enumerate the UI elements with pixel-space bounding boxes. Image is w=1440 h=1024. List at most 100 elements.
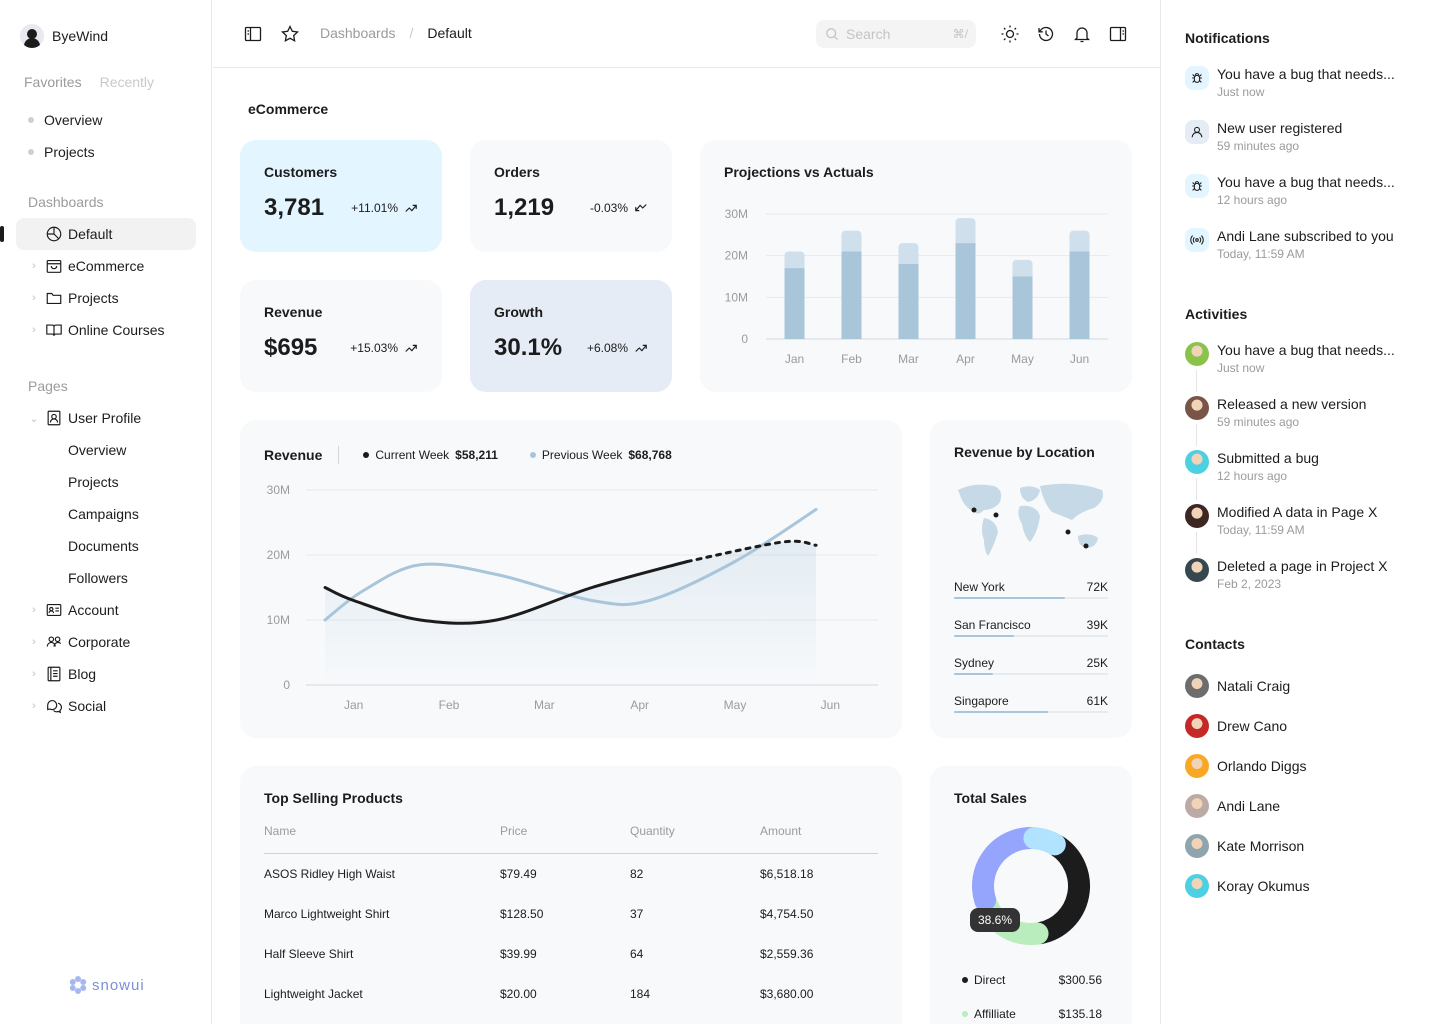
actual-bar[interactable] xyxy=(1069,251,1090,340)
kpi-change: +6.08% xyxy=(587,341,648,355)
location-item[interactable]: Sydney 25K xyxy=(954,656,1108,694)
sidebar-item-user-profile[interactable]: ⌄ User Profile xyxy=(16,402,196,434)
actual-bar[interactable] xyxy=(1012,276,1033,340)
trend-down-icon xyxy=(635,204,647,212)
column-header-quantity[interactable]: Quantity xyxy=(630,824,675,838)
breadcrumb-dashboards[interactable]: Dashboards xyxy=(320,25,396,41)
kpi-label: Revenue xyxy=(264,304,323,320)
section-title-dashboards: Dashboards xyxy=(28,194,104,210)
sidebar-item-corporate[interactable]: › Corporate xyxy=(16,626,196,658)
contact-item[interactable]: Andi Lane xyxy=(1185,794,1280,818)
table-row[interactable]: ASOS Ridley High Waist $79.49 82 $6,518.18 xyxy=(264,854,878,894)
actual-bar[interactable] xyxy=(898,264,919,339)
sidebar-item-account[interactable]: › Account xyxy=(16,594,196,626)
y-tick-label: 10M xyxy=(725,290,748,304)
id-badge-icon xyxy=(44,408,64,428)
legend-dot xyxy=(962,1011,968,1017)
location-item[interactable]: New York 72K xyxy=(954,580,1108,618)
sidebar-subitem-overview[interactable]: Overview xyxy=(68,442,127,458)
sidebar-subitem-projects[interactable]: Projects xyxy=(68,474,119,490)
location-pin-icon[interactable] xyxy=(993,512,999,518)
notification-item[interactable]: New user registered 59 minutes ago xyxy=(1185,120,1425,153)
donut-slice-e-mail[interactable] xyxy=(1023,827,1066,856)
actual-bar[interactable] xyxy=(841,251,862,340)
location-pin-icon[interactable] xyxy=(971,507,977,513)
current-week-line[interactable] xyxy=(323,560,689,625)
table-row[interactable]: Half Sleeve Shirt $39.99 64 $2,559.36 xyxy=(264,934,878,974)
location-bar-track xyxy=(954,673,1108,675)
sidebar-item-social[interactable]: › Social xyxy=(16,690,196,722)
tab-recently[interactable]: Recently xyxy=(99,74,155,90)
x-tick-label: Apr xyxy=(956,352,975,366)
x-tick-label: Jan xyxy=(785,352,804,366)
activity-time: Just now xyxy=(1217,361,1265,375)
folder-icon xyxy=(44,288,64,308)
contact-item[interactable]: Kate Morrison xyxy=(1185,834,1304,858)
search-input[interactable] xyxy=(846,26,946,42)
location-item[interactable]: Singapore 61K xyxy=(954,694,1108,732)
avatar xyxy=(1185,834,1209,858)
star-icon[interactable] xyxy=(278,22,302,46)
sidebar-item-online-courses[interactable]: › Online Courses xyxy=(16,314,196,346)
brand[interactable]: ByeWind xyxy=(20,24,108,48)
donut-slice-sponsored[interactable] xyxy=(972,827,1043,911)
activity-time: 59 minutes ago xyxy=(1217,415,1300,429)
kpi-card-orders[interactable]: Orders 1,219 -0.03% xyxy=(470,140,672,252)
table-row[interactable]: Marco Lightweight Shirt $128.50 37 $4,754.5… xyxy=(264,894,878,934)
search-box[interactable]: ⌘/ xyxy=(816,20,976,48)
column-header-price[interactable]: Price xyxy=(500,824,528,838)
contact-item[interactable]: Koray Okumus xyxy=(1185,874,1310,898)
current-week-forecast-line[interactable] xyxy=(685,539,818,563)
x-tick-label: May xyxy=(1011,352,1034,366)
column-header-amount[interactable]: Amount xyxy=(760,824,802,838)
sidebar-item-label: User Profile xyxy=(68,410,142,426)
actual-bar[interactable] xyxy=(955,243,976,339)
sidebar-item-blog[interactable]: › Blog xyxy=(16,658,196,690)
activity-item[interactable]: Submitted a bug 12 hours ago xyxy=(1185,450,1425,483)
favorite-item-projects[interactable]: Projects xyxy=(28,136,102,168)
notification-text: You have a bug that needs... xyxy=(1217,174,1395,190)
notification-item[interactable]: Andi Lane subscribed to you Today, 11:59 … xyxy=(1185,228,1425,261)
donut-slice-direct[interactable] xyxy=(1029,834,1090,945)
kpi-card-revenue[interactable]: Revenue $695 +15.03% xyxy=(240,280,442,392)
table-row[interactable]: Lightweight Jacket $20.00 184 $3,680.00 xyxy=(264,974,878,1014)
favorite-item-overview[interactable]: Overview xyxy=(28,104,102,136)
actual-bar[interactable] xyxy=(784,268,805,339)
activity-item[interactable]: You have a bug that needs... Just now xyxy=(1185,342,1425,375)
kpi-card-customers[interactable]: Customers 3,781 +11.01% xyxy=(240,140,442,252)
location-item[interactable]: San Francisco 39K xyxy=(954,618,1108,656)
tab-favorites[interactable]: Favorites xyxy=(24,74,82,90)
sidebar-item-default[interactable]: Default xyxy=(0,218,196,250)
bell-icon[interactable] xyxy=(1070,22,1094,46)
notification-item[interactable]: You have a bug that needs... 12 hours ago xyxy=(1185,174,1425,207)
column-header-name[interactable]: Name xyxy=(264,824,297,838)
sidebar-toggle-icon[interactable] xyxy=(241,22,265,46)
sun-icon[interactable] xyxy=(998,22,1022,46)
location-pin-icon[interactable] xyxy=(1065,529,1071,535)
activity-text: Released a new version xyxy=(1217,396,1367,412)
sidebar-subitem-documents[interactable]: Documents xyxy=(68,538,139,554)
sidebar-item-projects[interactable]: › Projects xyxy=(16,282,196,314)
activity-item[interactable]: Modified A data in Page X Today, 11:59 AM xyxy=(1185,504,1425,537)
sidebar-subitem-followers[interactable]: Followers xyxy=(68,570,128,586)
sales-legend-item: Affilliate $135.18 xyxy=(962,997,1102,1024)
location-city: Singapore xyxy=(954,694,1009,708)
contact-item[interactable]: Orlando Diggs xyxy=(1185,754,1307,778)
activity-item[interactable]: Released a new version 59 minutes ago xyxy=(1185,396,1425,429)
contact-item[interactable]: Natali Craig xyxy=(1185,674,1290,698)
chevron-right-icon: › xyxy=(32,292,36,304)
trend-up-icon xyxy=(635,344,647,352)
activity-item[interactable]: Deleted a page in Project X Feb 2, 2023 xyxy=(1185,558,1425,591)
kpi-card-growth[interactable]: Growth 30.1% +6.08% xyxy=(470,280,672,392)
sidebar-item-label: Projects xyxy=(68,290,119,306)
chevron-right-icon: › xyxy=(32,668,36,680)
breadcrumb-separator: / xyxy=(409,25,414,41)
table-cell: 82 xyxy=(630,867,644,881)
sidebar-item-ecommerce[interactable]: › eCommerce xyxy=(16,250,196,282)
sidebar-subitem-campaigns[interactable]: Campaigns xyxy=(68,506,139,522)
location-pin-icon[interactable] xyxy=(1083,543,1089,549)
notification-item[interactable]: You have a bug that needs... Just now xyxy=(1185,66,1425,99)
right-panel-toggle-icon[interactable] xyxy=(1106,22,1130,46)
contact-item[interactable]: Drew Cano xyxy=(1185,714,1287,738)
history-icon[interactable] xyxy=(1034,22,1058,46)
